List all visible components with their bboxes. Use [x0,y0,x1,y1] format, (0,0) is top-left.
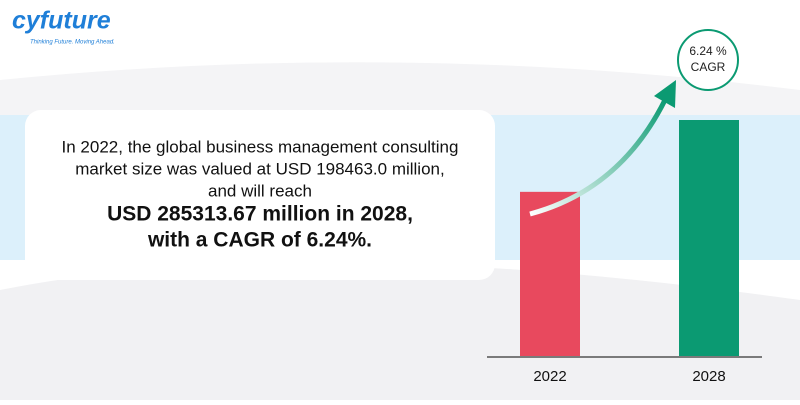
callout-highlight: USD 285313.67 million in 2028, [107,203,413,226]
callout-line: and will reach [208,181,312,200]
x-tick-label: 2022 [533,368,566,385]
callout-text: In 2022, the global business management … [62,137,459,251]
bar [520,191,580,356]
cagr-value: 6.24 % [689,44,727,58]
callout-highlight: with a CAGR of 6.24%. [147,229,372,252]
logo: cyfuture [12,7,111,35]
swoosh [0,262,800,400]
tagline: Thinking Future. Moving Ahead. [30,40,115,46]
growth-arrow [529,98,668,217]
bar [679,120,739,356]
arrow-head [654,80,676,108]
callout-card [25,110,495,280]
cagr-label: CAGR [691,60,726,74]
callout-line: In 2022, the global business management … [62,137,459,156]
cagr-badge [677,29,739,91]
swoosh [0,62,800,115]
chart: 2022 2028 6.24 % CAGR [487,29,762,385]
x-tick-label: 2028 [692,368,725,385]
callout-line: market size was valued at USD 198463.0 m… [75,159,444,178]
